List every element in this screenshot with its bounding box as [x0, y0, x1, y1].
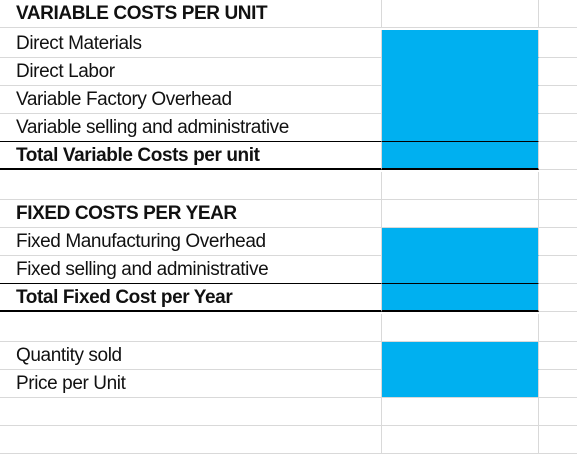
row-6: Total Variable Costs per unit — [0, 142, 577, 170]
cell-c8[interactable] — [539, 200, 577, 228]
input-total-variable-costs[interactable] — [382, 142, 539, 170]
label-variable-factory-overhead: Variable Factory Overhead — [16, 89, 232, 110]
input-fixed-manufacturing-overhead[interactable] — [382, 228, 539, 256]
cell-a16[interactable] — [0, 426, 382, 454]
cell-a1[interactable]: VARIABLE COSTS PER UNIT — [0, 0, 382, 28]
cell-a10[interactable]: Fixed selling and administrative — [0, 256, 382, 284]
cell-a6[interactable]: Total Variable Costs per unit — [0, 142, 382, 170]
input-price-per-unit[interactable] — [382, 370, 539, 398]
cell-c5[interactable] — [539, 114, 577, 142]
cell-c16[interactable] — [539, 426, 577, 454]
cell-a15[interactable] — [0, 398, 382, 426]
label-fixed-selling-admin: Fixed selling and administrative — [16, 259, 269, 280]
row-14: Price per Unit — [0, 370, 577, 398]
cell-a11[interactable]: Total Fixed Cost per Year — [0, 284, 382, 312]
row-13: Quantity sold — [0, 342, 577, 370]
cell-a7[interactable] — [0, 172, 382, 200]
row-7 — [0, 172, 577, 200]
cell-c3[interactable] — [539, 58, 577, 86]
row-15 — [0, 398, 577, 426]
cell-a4[interactable]: Variable Factory Overhead — [0, 86, 382, 114]
cell-a9[interactable]: Fixed Manufacturing Overhead — [0, 228, 382, 256]
row-11: Total Fixed Cost per Year — [0, 284, 577, 312]
label-price-per-unit: Price per Unit — [16, 373, 126, 394]
cell-c14[interactable] — [539, 370, 577, 398]
cell-c2[interactable] — [539, 30, 577, 58]
input-variable-selling-admin[interactable] — [382, 114, 539, 142]
input-fixed-selling-admin[interactable] — [382, 256, 539, 284]
cell-b7[interactable] — [382, 172, 539, 200]
label-direct-labor: Direct Labor — [16, 61, 115, 82]
row-8: FIXED COSTS PER YEAR — [0, 200, 577, 228]
cell-c13[interactable] — [539, 342, 577, 370]
row-3: Direct Labor — [0, 58, 577, 86]
cell-c9[interactable] — [539, 228, 577, 256]
cell-c7[interactable] — [539, 172, 577, 200]
cell-b15[interactable] — [382, 398, 539, 426]
cell-c10[interactable] — [539, 256, 577, 284]
label-variable-selling-admin: Variable selling and administrative — [16, 117, 289, 138]
input-direct-materials[interactable] — [382, 30, 539, 58]
cell-a2[interactable]: Direct Materials — [0, 30, 382, 58]
label-total-variable-costs: Total Variable Costs per unit — [16, 145, 260, 166]
cell-c11[interactable] — [539, 284, 577, 312]
cell-a14[interactable]: Price per Unit — [0, 370, 382, 398]
row-2: Direct Materials — [0, 30, 577, 58]
row-12 — [0, 314, 577, 342]
section-heading-variable: VARIABLE COSTS PER UNIT — [16, 3, 268, 24]
cell-a3[interactable]: Direct Labor — [0, 58, 382, 86]
cell-a8[interactable]: FIXED COSTS PER YEAR — [0, 200, 382, 228]
cell-c15[interactable] — [539, 398, 577, 426]
cell-a5[interactable]: Variable selling and administrative — [0, 114, 382, 142]
row-4: Variable Factory Overhead — [0, 86, 577, 114]
row-10: Fixed selling and administrative — [0, 256, 577, 284]
input-variable-factory-overhead[interactable] — [382, 86, 539, 114]
cell-b1[interactable] — [382, 0, 539, 28]
input-quantity-sold[interactable] — [382, 342, 539, 370]
section-heading-fixed: FIXED COSTS PER YEAR — [16, 203, 237, 224]
cell-a12[interactable] — [0, 314, 382, 342]
cell-b8[interactable] — [382, 200, 539, 228]
cell-b16[interactable] — [382, 426, 539, 454]
cell-b12[interactable] — [382, 314, 539, 342]
label-quantity-sold: Quantity sold — [16, 345, 122, 366]
row-16 — [0, 426, 577, 454]
input-total-fixed-cost[interactable] — [382, 284, 539, 312]
row-9: Fixed Manufacturing Overhead — [0, 228, 577, 256]
row-5: Variable selling and administrative — [0, 114, 577, 142]
row-1: VARIABLE COSTS PER UNIT — [0, 0, 577, 28]
cell-c12[interactable] — [539, 314, 577, 342]
cell-c4[interactable] — [539, 86, 577, 114]
input-direct-labor[interactable] — [382, 58, 539, 86]
cell-a13[interactable]: Quantity sold — [0, 342, 382, 370]
label-fixed-manufacturing-overhead: Fixed Manufacturing Overhead — [16, 231, 266, 252]
label-direct-materials: Direct Materials — [16, 33, 142, 54]
label-total-fixed-cost: Total Fixed Cost per Year — [16, 287, 233, 308]
cell-c6[interactable] — [539, 142, 577, 170]
cell-c1[interactable] — [539, 0, 577, 28]
